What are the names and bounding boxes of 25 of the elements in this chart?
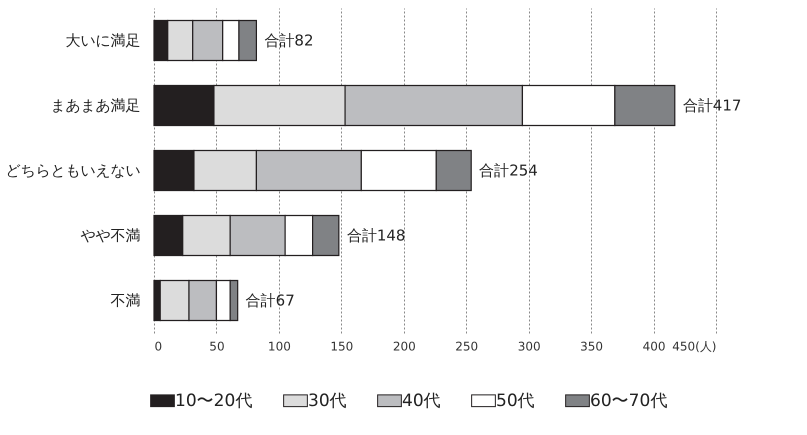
legend-label: 30代: [308, 390, 347, 411]
total-label: 合計417: [682, 96, 742, 114]
x-tick-label: 450(人): [672, 340, 716, 354]
x-tick-label: 400: [642, 340, 666, 354]
total-label: 合計82: [264, 32, 314, 50]
y-tick-label: どちらともいえない: [6, 162, 140, 180]
legend-label: 60〜70代: [590, 390, 668, 411]
x-tick-label: 50: [209, 340, 225, 354]
y-tick-label: まあまあ満足: [50, 96, 140, 114]
x-tick-label: 350: [580, 340, 604, 354]
legend-label: 10〜20代: [175, 390, 252, 411]
x-tick-label: 250: [455, 340, 478, 354]
x-tick-label: 300: [518, 340, 541, 354]
y-tick-label: 不満: [110, 292, 140, 310]
legend-label: 40代: [402, 390, 441, 411]
x-tick-label: 200: [392, 340, 416, 354]
x-tick-label: 150: [330, 340, 354, 354]
legend-label: 50代: [496, 390, 535, 411]
x-tick-label: 100: [268, 340, 291, 354]
total-label: 合計254: [479, 162, 538, 180]
total-label: 合計148: [346, 226, 406, 244]
total-label: 合計67: [246, 292, 295, 310]
x-tick-label: 0: [154, 340, 162, 354]
y-tick-label: やや不満: [80, 226, 140, 244]
y-tick-label: 大いに満足: [66, 32, 140, 50]
